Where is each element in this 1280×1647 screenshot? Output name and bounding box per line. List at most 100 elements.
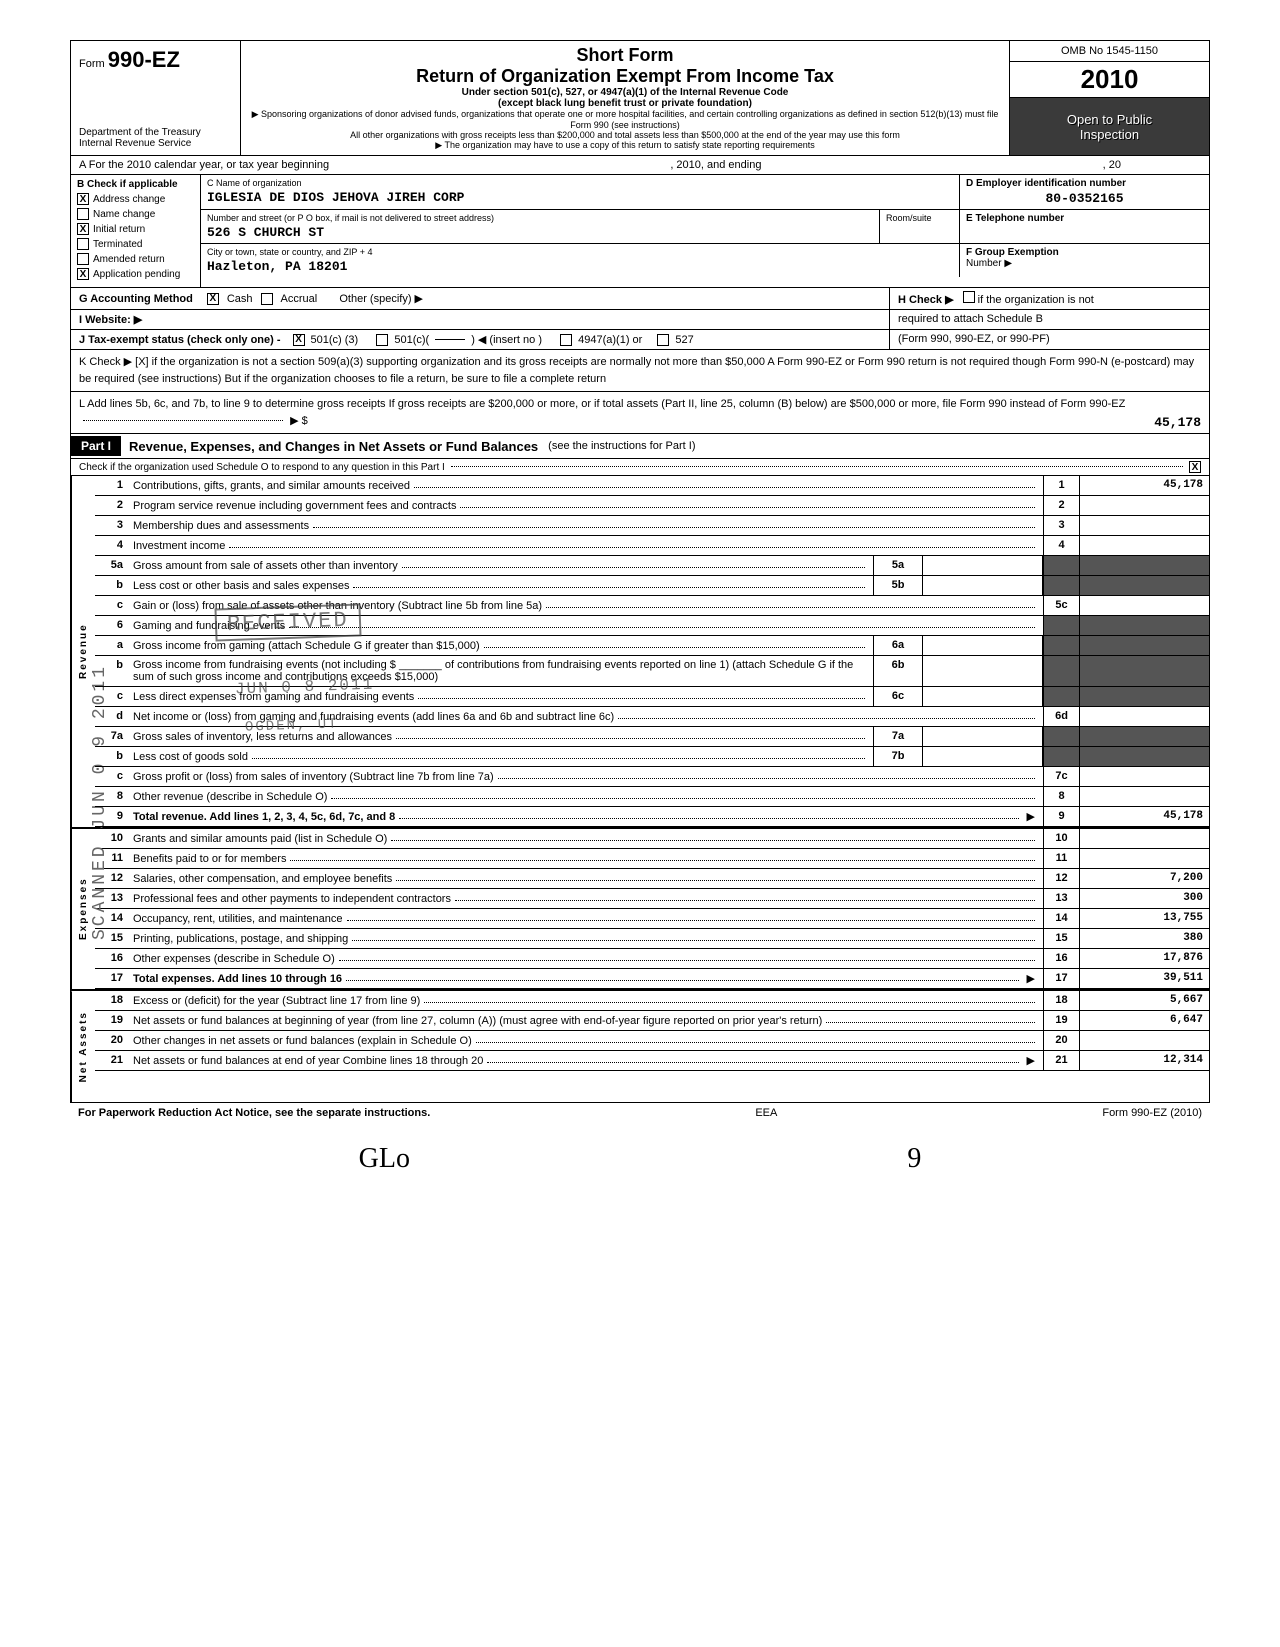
line-a: A For the 2010 calendar year, or tax yea… [71,156,1209,175]
mid-val [923,576,1043,595]
data-row: 2Program service revenue including gover… [95,496,1209,516]
row-desc: Excess or (deficit) for the year (Subtra… [129,991,1043,1010]
j-opt2: 501(c)( [394,334,429,346]
row-rval-shade [1079,727,1209,746]
row-rnum-shade [1043,656,1079,686]
checkbox[interactable]: X [77,223,89,235]
row-rnum-shade [1043,556,1079,575]
data-row: 17Total expenses. Add lines 10 through 1… [95,969,1209,989]
row-rval: 6,647 [1079,1011,1209,1030]
row-desc: Salaries, other compensation, and employ… [129,869,1043,888]
row-desc: Occupancy, rent, utilities, and maintena… [129,909,1043,928]
header-grid: B Check if applicable XAddress changeNam… [71,175,1209,288]
row-num: 8 [95,787,129,806]
row-rnum: 7c [1043,767,1079,786]
form-prefix: Form [79,58,105,70]
row-rnum: 12 [1043,869,1079,888]
netassets-section: Net Assets 18Excess or (deficit) for the… [71,989,1209,1102]
h-text3: (Form 990, 990-EZ, or 990-PF) [898,333,1050,345]
row-rval [1079,596,1209,615]
h-text2: required to attach Schedule B [898,313,1043,325]
row-num: 6 [95,616,129,635]
row-desc: Less cost of goods sold [129,747,873,766]
row-g: G Accounting Method X Cash Accrual Other… [71,288,1209,310]
row-desc: Printing, publications, postage, and shi… [129,929,1043,948]
row-num: 9 [95,807,129,826]
j-501c3-checkbox[interactable]: X [293,334,305,346]
row-desc: Contributions, gifts, grants, and simila… [129,476,1043,495]
data-row: 5aGross amount from sale of assets other… [95,556,1209,576]
row-rnum: 21 [1043,1051,1079,1070]
k-text: K Check ▶ [X] if the organization is not… [79,356,1194,385]
row-rval: 5,667 [1079,991,1209,1010]
j-4947-checkbox[interactable] [560,334,572,346]
accrual-checkbox[interactable] [261,293,273,305]
row-num: b [95,576,129,595]
subtitle-code: Under section 501(c), 527, or 4947(a)(1)… [251,87,999,98]
row-rval-shade [1079,576,1209,595]
row-rnum-shade [1043,576,1079,595]
addr-label: Number and street (or P O box, if mail i… [207,213,873,223]
row-desc: Program service revenue including govern… [129,496,1043,515]
side-netassets: Net Assets [71,991,95,1102]
phone [966,224,1203,226]
checkbox[interactable] [77,208,89,220]
mid-num: 5a [873,556,923,575]
i-label: I Website: ▶ [79,314,142,326]
row-num: 20 [95,1031,129,1050]
row-rnum: 1 [1043,476,1079,495]
header-left: Form 990-EZ Department of the Treasury I… [71,41,241,155]
l-arrow: ▶ $ [290,415,308,427]
row-desc: Grants and similar amounts paid (list in… [129,829,1043,848]
side-revenue: Revenue [71,476,95,827]
row-rnum-shade [1043,727,1079,746]
footer-mid: EEA [755,1107,777,1119]
data-row: 13Professional fees and other payments t… [95,889,1209,909]
row-rval-shade [1079,556,1209,575]
data-row: bLess cost of goods sold7b [95,747,1209,767]
checkbox[interactable]: X [77,193,89,205]
note-other-orgs: All other organizations with gross recei… [251,130,999,140]
mid-val [923,687,1043,706]
checkbox[interactable] [77,238,89,250]
row-rnum: 9 [1043,807,1079,826]
j-opt1: 501(c) (3) [311,334,359,346]
signatures: GLo 9 [70,1123,1210,1195]
j-527-checkbox[interactable] [657,334,669,346]
data-row: 21Net assets or fund balances at end of … [95,1051,1209,1071]
room-label: Room/suite [879,210,959,243]
data-row: 15Printing, publications, postage, and s… [95,929,1209,949]
row-j: J Tax-exempt status (check only one) - X… [71,330,1209,350]
mid-val [923,636,1043,655]
data-row: 1Contributions, gifts, grants, and simil… [95,476,1209,496]
row-rval-shade [1079,747,1209,766]
check-label: Amended return [93,254,165,265]
row-rval [1079,496,1209,515]
title-short-form: Short Form [251,45,999,66]
mid-num: 7b [873,747,923,766]
line-a-end: , 20 [1103,159,1121,171]
checkbox[interactable] [77,253,89,265]
row-rval: 13,755 [1079,909,1209,928]
j-501c-checkbox[interactable] [376,334,388,346]
h-checkbox[interactable] [963,291,975,303]
other-label: Other (specify) ▶ [339,292,423,305]
row-desc: Membership dues and assessments [129,516,1043,535]
part1-checkbox[interactable]: X [1189,461,1201,473]
h-text1: if the organization is not [978,294,1094,306]
row-rval: 39,511 [1079,969,1209,988]
row-num: 18 [95,991,129,1010]
header-mid: Short Form Return of Organization Exempt… [241,41,1009,155]
cash-checkbox[interactable]: X [207,293,219,305]
open-label2: Inspection [1080,127,1139,142]
g-label: G Accounting Method [79,293,193,305]
check-label: Application pending [93,269,180,280]
row-rnum: 18 [1043,991,1079,1010]
street: 526 S CHURCH ST [207,223,873,240]
col-b: B Check if applicable XAddress changeNam… [71,175,201,287]
row-rnum: 10 [1043,829,1079,848]
row-num: 3 [95,516,129,535]
line-a-mid: , 2010, and ending [670,159,761,171]
checkbox[interactable]: X [77,268,89,280]
data-row: 11Benefits paid to or for members11 [95,849,1209,869]
